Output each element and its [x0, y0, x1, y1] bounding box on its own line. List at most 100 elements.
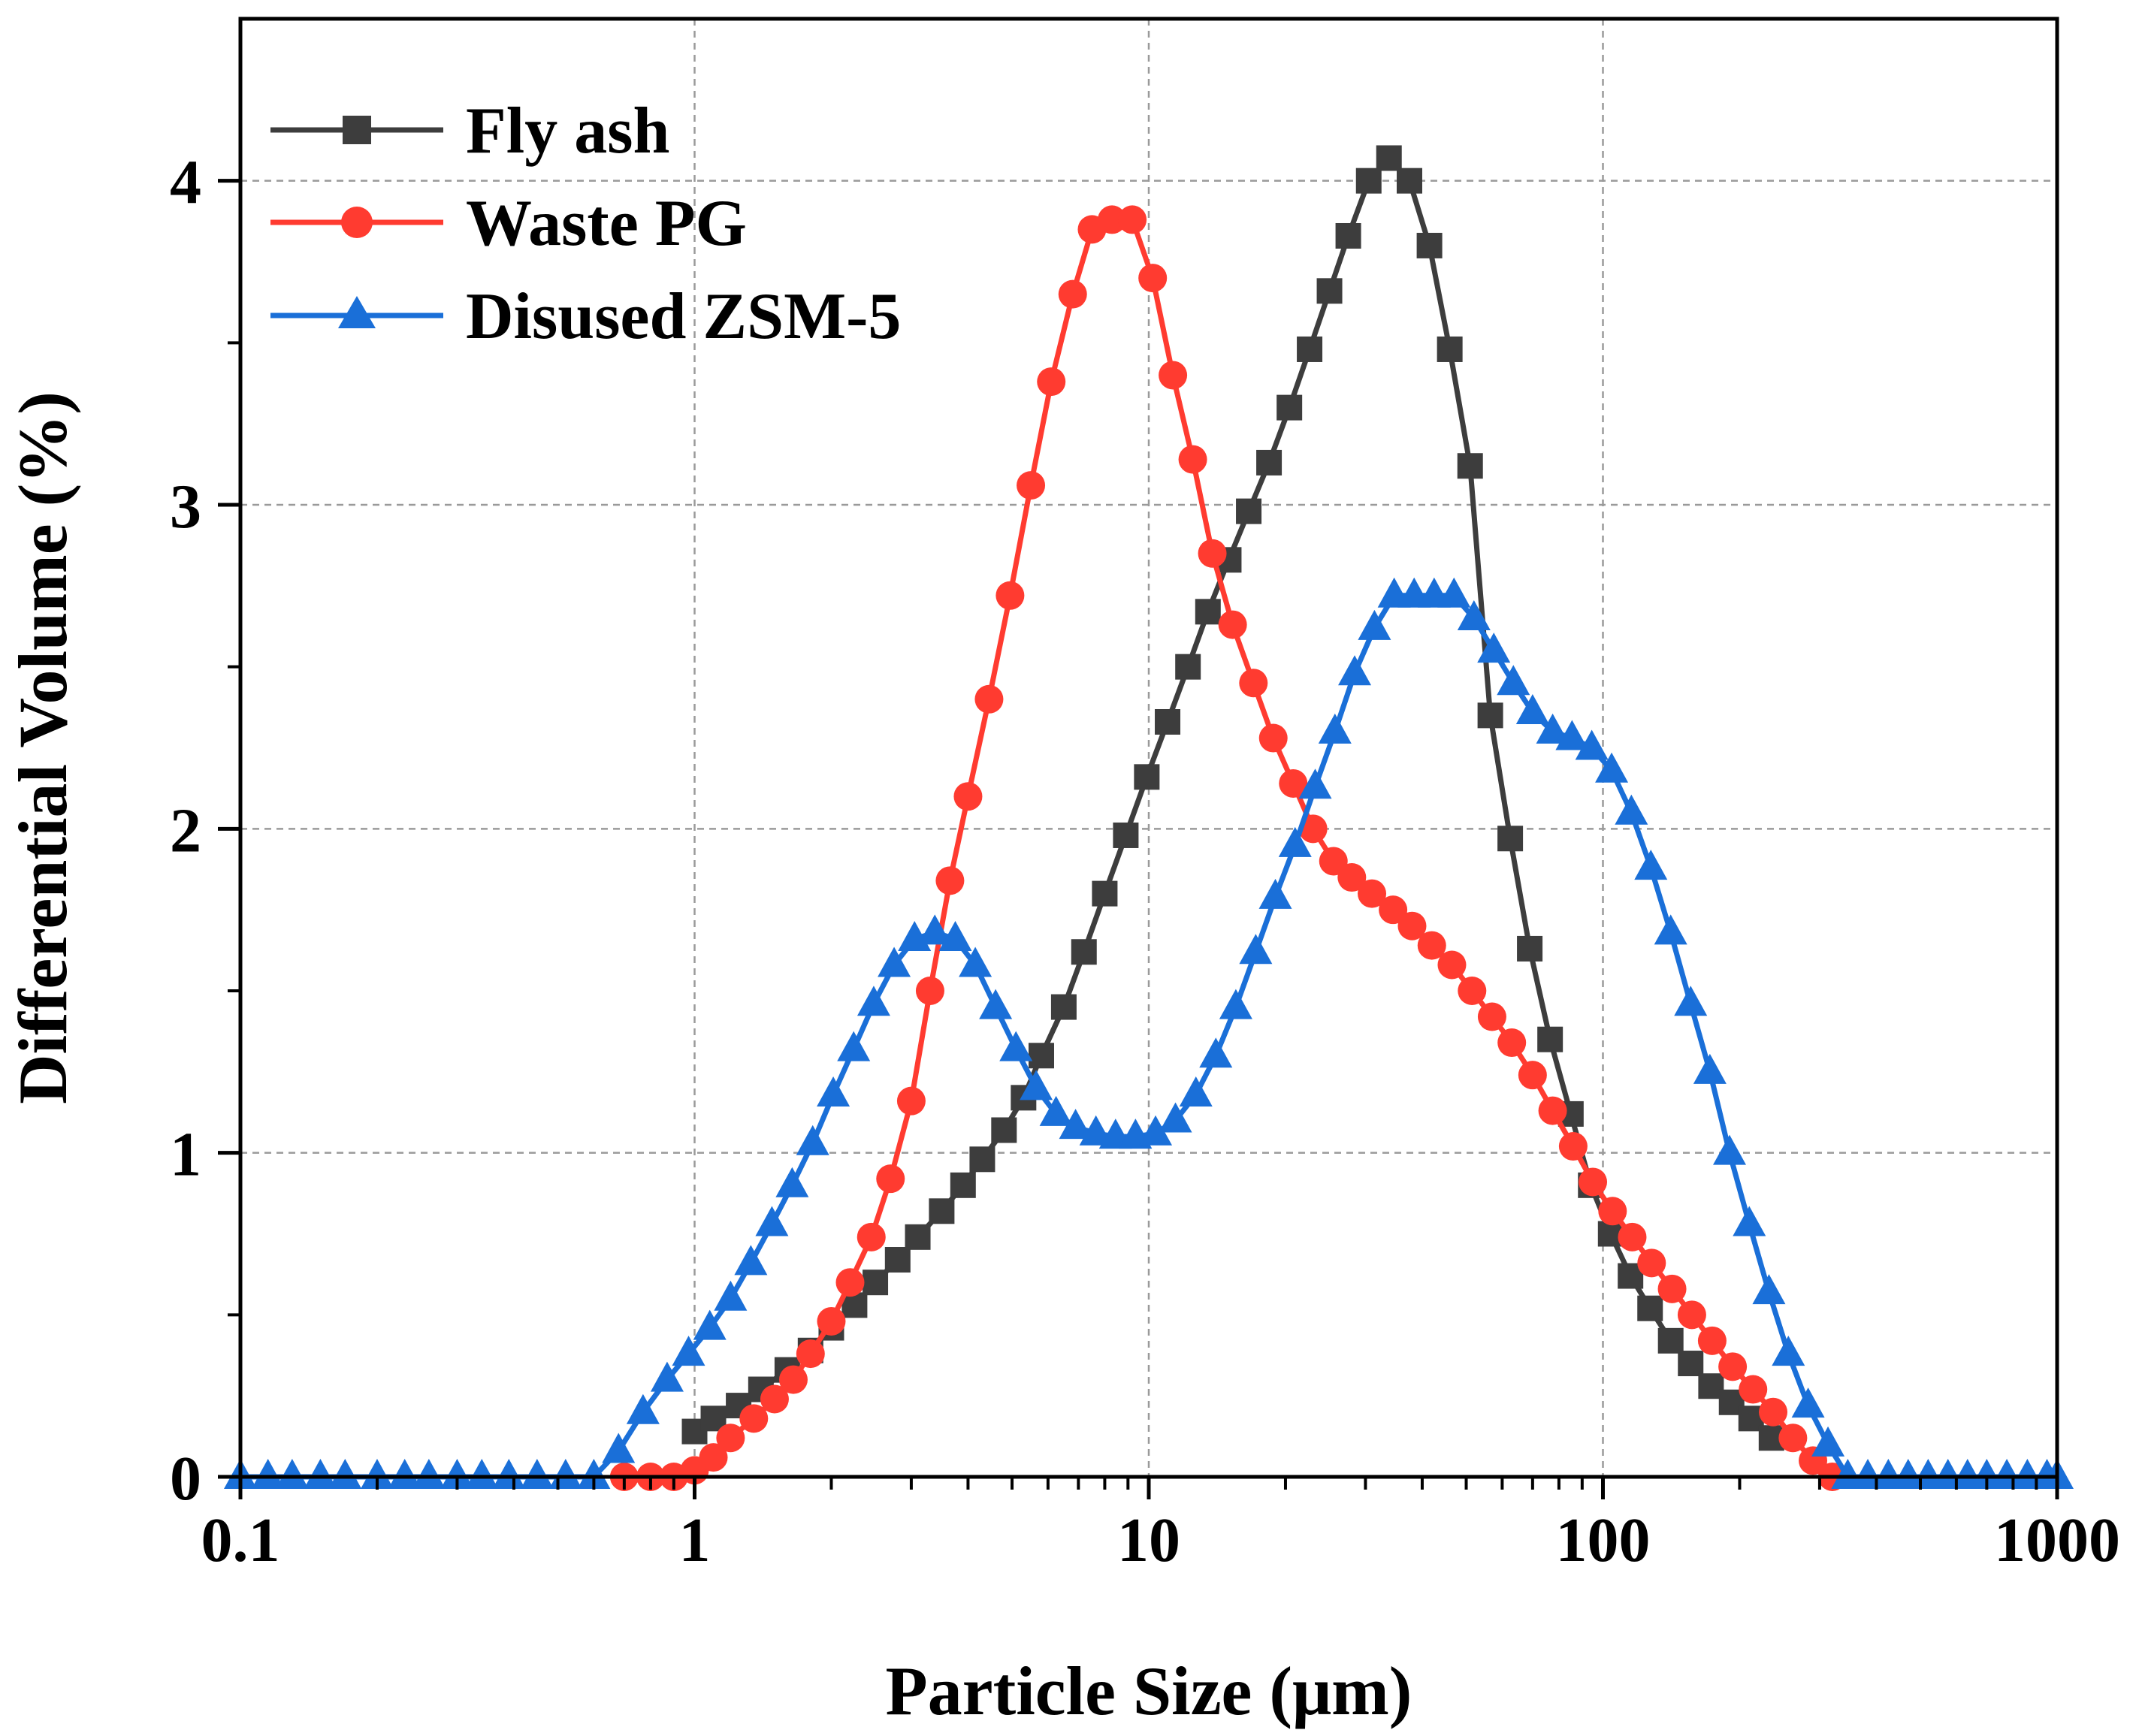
data-point-waste-pg [953, 782, 983, 811]
data-point-disused-zsm-5 [1219, 989, 1252, 1019]
data-point-disused-zsm-5 [796, 1125, 829, 1155]
data-point-disused-zsm-5 [328, 1459, 362, 1489]
data-point-waste-pg [1677, 1300, 1706, 1330]
data-point-disused-zsm-5 [1079, 1115, 1113, 1146]
data-point-fly-ash [1256, 449, 1283, 476]
data-point-fly-ash [1657, 1327, 1684, 1354]
data-point-waste-pg [995, 581, 1025, 610]
legend-marker-disused-zsm5 [338, 296, 376, 328]
legend-label-waste-pg: Waste PG [466, 187, 747, 260]
data-point-fly-ash [1376, 145, 1402, 171]
data-point-disused-zsm-5 [959, 946, 992, 977]
data-point-waste-pg [1337, 863, 1367, 892]
data-point-fly-ash [1517, 935, 1543, 962]
data-point-disused-zsm-5 [857, 986, 890, 1016]
data-point-disused-zsm-5 [734, 1245, 768, 1276]
data-point-waste-pg [1279, 768, 1308, 798]
data-point-waste-pg [1579, 1167, 1608, 1197]
data-point-disused-zsm-5 [1536, 713, 1570, 744]
data-point-disused-zsm-5 [412, 1459, 446, 1489]
data-point-disused-zsm-5 [1298, 768, 1332, 799]
series-waste-pg [609, 205, 1847, 1491]
data-point-waste-pg [857, 1222, 886, 1251]
data-point-fly-ash [1437, 336, 1463, 362]
data-point-waste-pg [974, 684, 1004, 714]
data-point-fly-ash [1134, 764, 1160, 790]
data-point-disused-zsm-5 [1159, 1102, 1192, 1133]
data-point-waste-pg [1397, 911, 1427, 940]
data-point-disused-zsm-5 [1258, 878, 1292, 909]
data-point-fly-ash [884, 1247, 911, 1273]
x-tick-label: 100 [1556, 1505, 1651, 1575]
data-point-disused-zsm-5 [465, 1459, 499, 1489]
data-point-waste-pg [1657, 1274, 1687, 1303]
data-point-waste-pg [1477, 1002, 1506, 1031]
data-point-disused-zsm-5 [492, 1459, 526, 1489]
data-point-disused-zsm-5 [577, 1459, 611, 1489]
data-point-disused-zsm-5 [1179, 1076, 1213, 1107]
data-point-disused-zsm-5 [440, 1459, 474, 1489]
data-point-disused-zsm-5 [251, 1459, 285, 1489]
data-point-waste-pg [1258, 723, 1288, 753]
data-point-waste-pg [817, 1306, 846, 1336]
data-point-disused-zsm-5 [1477, 633, 1511, 663]
data-point-disused-zsm-5 [304, 1459, 337, 1489]
series-group [224, 145, 2074, 1491]
data-point-fly-ash [991, 1117, 1017, 1143]
data-point-disused-zsm-5 [1555, 720, 1589, 750]
data-point-fly-ash [1050, 994, 1077, 1020]
data-point-disused-zsm-5 [714, 1280, 748, 1311]
data-point-disused-zsm-5 [1733, 1206, 1766, 1236]
data-point-disused-zsm-5 [1811, 1426, 1845, 1457]
data-point-fly-ash [1335, 222, 1361, 249]
data-point-disused-zsm-5 [1457, 599, 1491, 630]
data-point-disused-zsm-5 [1139, 1115, 1173, 1146]
legend-marker-fly-ash [343, 116, 371, 144]
data-point-disused-zsm-5 [1713, 1134, 1747, 1165]
axis-ticks: 0.1 1 10 100 1000 0 1 2 3 4 [170, 148, 2120, 1575]
y-tick-label: 3 [170, 472, 201, 542]
data-point-waste-pg [1118, 205, 1147, 234]
data-point-fly-ash [863, 1270, 889, 1296]
data-point-fly-ash [1155, 708, 1181, 735]
data-point-waste-pg [739, 1404, 769, 1433]
data-point-disused-zsm-5 [1791, 1387, 1825, 1418]
data-point-disused-zsm-5 [1772, 1336, 1805, 1366]
data-point-fly-ash [905, 1224, 931, 1250]
data-point-disused-zsm-5 [1752, 1274, 1786, 1305]
y-tick-label: 2 [170, 796, 201, 865]
legend-item-fly-ash: Fly ash [270, 95, 669, 168]
data-point-waste-pg [1017, 471, 1046, 500]
data-point-waste-pg [896, 1086, 926, 1116]
data-point-fly-ash [950, 1172, 976, 1198]
data-point-waste-pg [1637, 1248, 1666, 1278]
data-point-fly-ash [1637, 1295, 1663, 1321]
data-point-disused-zsm-5 [999, 1031, 1033, 1061]
legend-label-disused-zsm5: Disused ZSM-5 [466, 280, 901, 353]
data-point-disused-zsm-5 [672, 1336, 705, 1366]
data-point-fly-ash [1316, 278, 1343, 304]
data-point-disused-zsm-5 [388, 1459, 421, 1489]
data-point-disused-zsm-5 [1020, 1070, 1053, 1100]
y-axis-title: Differential Volume (%) [5, 391, 81, 1104]
data-point-fly-ash [1416, 232, 1443, 258]
data-point-disused-zsm-5 [918, 914, 952, 945]
data-point-disused-zsm-5 [548, 1459, 582, 1489]
data-point-waste-pg [1558, 1132, 1588, 1161]
legend-item-waste-pg: Waste PG [270, 187, 747, 260]
y-tick-label: 1 [170, 1120, 201, 1190]
data-point-waste-pg [760, 1384, 789, 1414]
data-point-fly-ash [1195, 599, 1221, 625]
data-point-disused-zsm-5 [1575, 729, 1609, 760]
data-point-waste-pg [876, 1164, 905, 1194]
data-point-disused-zsm-5 [1497, 665, 1530, 696]
data-point-disused-zsm-5 [520, 1459, 554, 1489]
data-point-disused-zsm-5 [1437, 577, 1471, 608]
data-point-fly-ash [1397, 168, 1423, 194]
data-point-disused-zsm-5 [837, 1031, 871, 1061]
x-tick-label: 1000 [1994, 1505, 2120, 1575]
data-point-waste-pg [778, 1365, 808, 1394]
data-point-disused-zsm-5 [1318, 713, 1352, 744]
data-point-waste-pg [1098, 205, 1127, 234]
data-point-fly-ash [1236, 498, 1262, 524]
